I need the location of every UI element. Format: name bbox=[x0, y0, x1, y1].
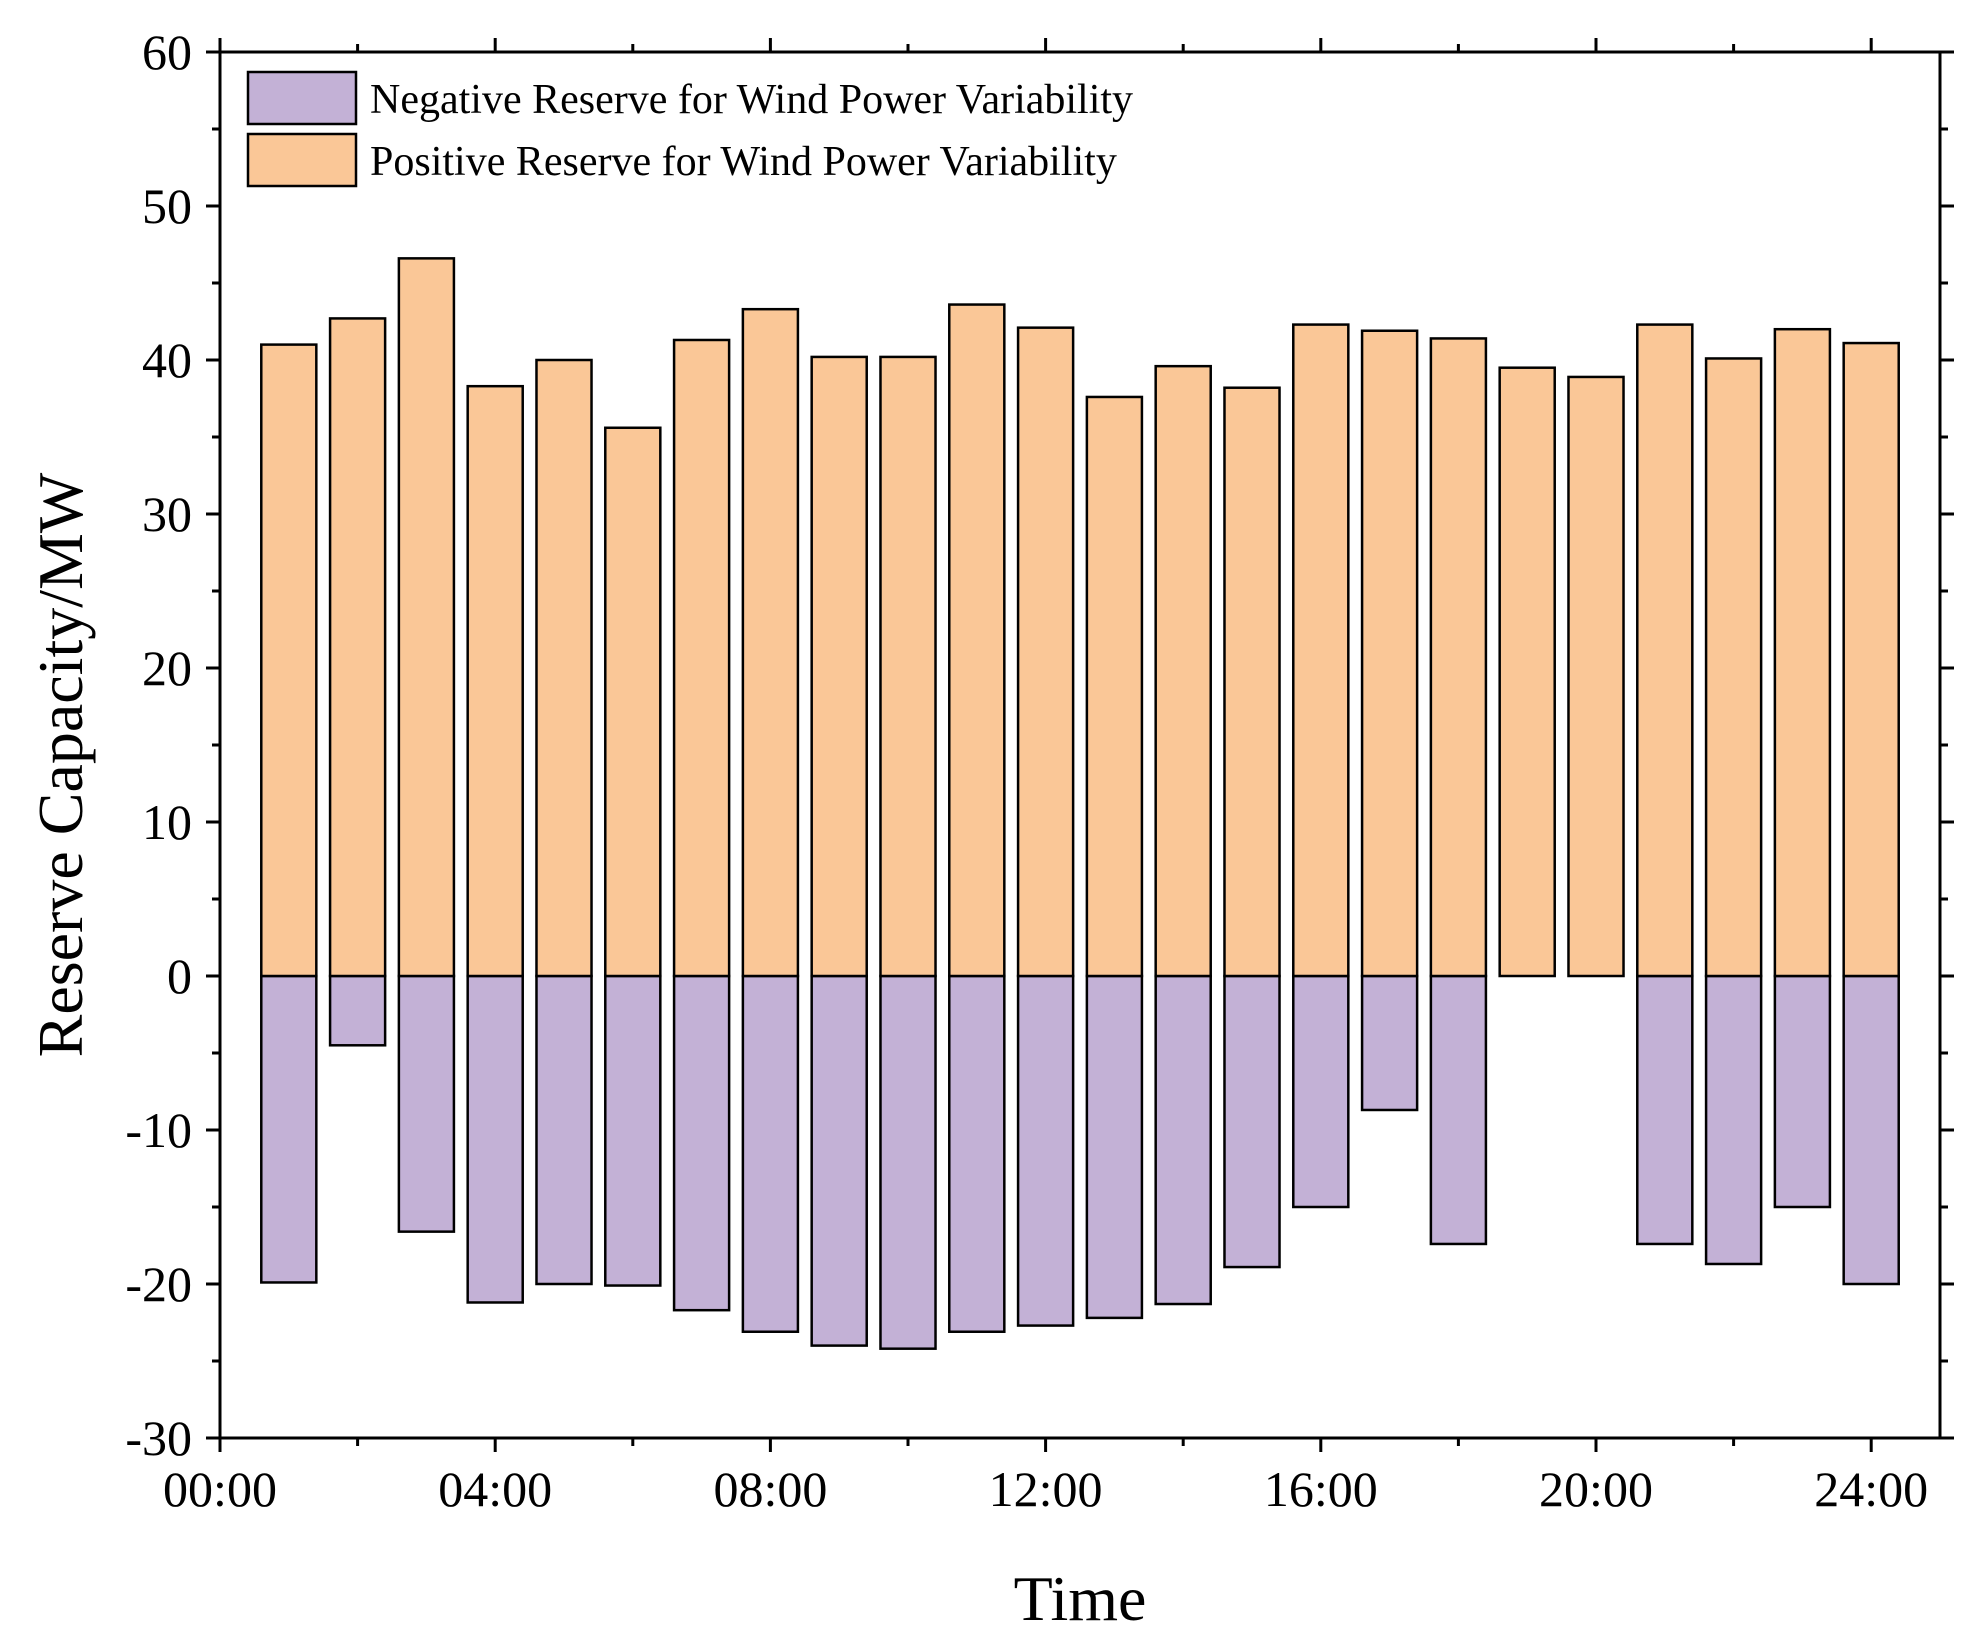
y-tick-label: 50 bbox=[142, 178, 192, 234]
positive-bar-1 bbox=[260, 343, 318, 978]
y-axis-title: Reserve Capacity/MW bbox=[25, 472, 96, 1057]
positive-bar-24 bbox=[1842, 341, 1900, 978]
x-tick-label: 24:00 bbox=[1814, 1461, 1928, 1517]
x-tick-label: 20:00 bbox=[1539, 1461, 1653, 1517]
negative-bar-7 bbox=[672, 974, 731, 1312]
positive-bar-9 bbox=[810, 355, 868, 978]
positive-bar-2 bbox=[328, 317, 387, 978]
positive-bar-15 bbox=[1223, 386, 1281, 978]
negative-bar-24 bbox=[1842, 974, 1900, 1286]
positive-bar-10 bbox=[879, 355, 937, 978]
bars-layer bbox=[260, 257, 1900, 1350]
y-tick-label: 20 bbox=[142, 640, 192, 696]
positive-bar-19 bbox=[1498, 366, 1556, 978]
negative-bar-2 bbox=[328, 974, 387, 1047]
x-tick-label: 04:00 bbox=[438, 1461, 552, 1517]
y-tick-label: -20 bbox=[125, 1256, 192, 1312]
x-tick-label: 08:00 bbox=[713, 1461, 827, 1517]
legend-label-positive: Positive Reserve for Wind Power Variabil… bbox=[370, 139, 1117, 185]
negative-bar-11 bbox=[948, 974, 1006, 1333]
positive-bar-12 bbox=[1016, 326, 1075, 978]
positive-bar-5 bbox=[535, 358, 593, 978]
legend-swatch-positive bbox=[246, 132, 358, 188]
negative-bar-6 bbox=[604, 974, 662, 1287]
negative-bar-23 bbox=[1773, 974, 1832, 1209]
y-tick-label: 40 bbox=[142, 332, 192, 388]
negative-bar-14 bbox=[1154, 974, 1212, 1306]
negative-bar-5 bbox=[535, 974, 593, 1286]
positive-bar-17 bbox=[1360, 329, 1419, 978]
positive-bar-3 bbox=[397, 257, 456, 978]
ticks-layer bbox=[206, 38, 1954, 1452]
positive-bar-20 bbox=[1567, 375, 1625, 978]
y-tick-label: -10 bbox=[125, 1102, 192, 1158]
y-tick-label: -30 bbox=[125, 1410, 192, 1466]
negative-bar-18 bbox=[1429, 974, 1488, 1246]
x-axis-title: Time bbox=[1014, 1563, 1147, 1634]
x-tick-label: 12:00 bbox=[989, 1461, 1103, 1517]
negative-bar-15 bbox=[1223, 974, 1281, 1269]
tick-labels-layer: -30 -20 -10 0 10 20 30 40 50 60 00:00 04:00 08:00 12:… bbox=[125, 24, 1928, 1517]
positive-bar-11 bbox=[948, 303, 1006, 978]
positive-bar-4 bbox=[466, 384, 524, 978]
negative-bar-4 bbox=[466, 974, 524, 1304]
legend-swatch-negative bbox=[246, 70, 358, 126]
legend: Negative Reserve for Wind Power Variabil… bbox=[246, 70, 1133, 188]
negative-bar-3 bbox=[397, 974, 456, 1233]
x-tick-label: 16:00 bbox=[1264, 1461, 1378, 1517]
positive-bar-22 bbox=[1704, 357, 1763, 978]
legend-label-negative: Negative Reserve for Wind Power Variabil… bbox=[370, 77, 1133, 123]
positive-bar-6 bbox=[604, 426, 662, 978]
negative-bar-16 bbox=[1292, 974, 1350, 1209]
y-tick-label: 0 bbox=[167, 948, 192, 1004]
negative-bar-17 bbox=[1360, 974, 1419, 1112]
negative-bar-10 bbox=[879, 974, 937, 1350]
y-tick-label: 30 bbox=[142, 486, 192, 542]
negative-bar-8 bbox=[741, 974, 800, 1333]
positive-bar-7 bbox=[672, 338, 731, 978]
positive-bar-21 bbox=[1636, 323, 1694, 978]
negative-bar-13 bbox=[1085, 974, 1144, 1320]
negative-bar-9 bbox=[810, 974, 868, 1347]
negative-bar-21 bbox=[1636, 974, 1694, 1246]
positive-bar-18 bbox=[1429, 337, 1488, 978]
x-tick-label: 00:00 bbox=[163, 1461, 277, 1517]
negative-bar-1 bbox=[260, 974, 318, 1284]
y-tick-label: 10 bbox=[142, 794, 192, 850]
positive-bar-8 bbox=[741, 307, 800, 978]
y-tick-label: 60 bbox=[142, 24, 192, 80]
negative-bar-12 bbox=[1016, 974, 1075, 1327]
positive-bar-14 bbox=[1154, 364, 1212, 978]
positive-bar-13 bbox=[1085, 395, 1144, 978]
negative-bar-22 bbox=[1704, 974, 1763, 1266]
positive-bar-16 bbox=[1292, 323, 1350, 978]
positive-bar-23 bbox=[1773, 327, 1832, 978]
